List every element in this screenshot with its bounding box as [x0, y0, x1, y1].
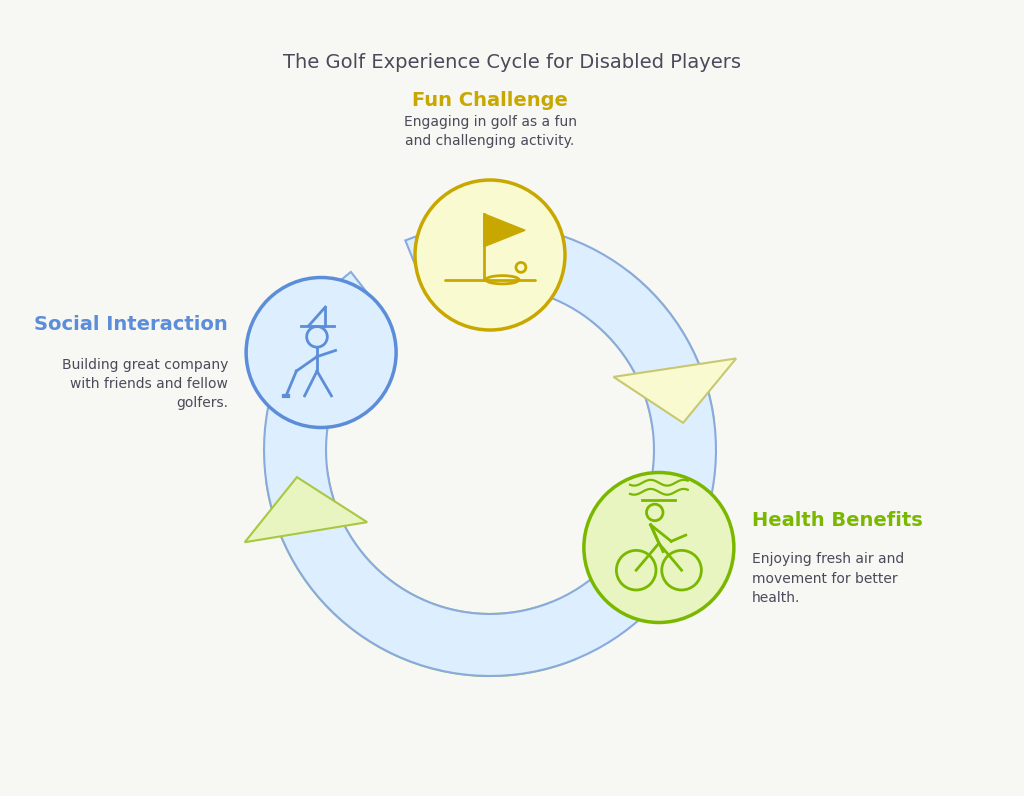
Text: Social Interaction: Social Interaction	[35, 315, 228, 334]
Circle shape	[246, 278, 396, 427]
Text: Fun Challenge: Fun Challenge	[412, 91, 568, 110]
Polygon shape	[483, 214, 525, 247]
Circle shape	[415, 180, 565, 330]
Text: The Golf Experience Cycle for Disabled Players: The Golf Experience Cycle for Disabled P…	[283, 53, 741, 72]
Polygon shape	[287, 288, 371, 380]
Text: Health Benefits: Health Benefits	[752, 510, 923, 529]
Polygon shape	[613, 358, 736, 423]
Polygon shape	[264, 224, 716, 676]
Text: Building great company
with friends and fellow
golfers.: Building great company with friends and …	[61, 357, 228, 411]
Text: Enjoying fresh air and
movement for better
health.: Enjoying fresh air and movement for bett…	[752, 552, 904, 606]
Polygon shape	[266, 473, 574, 676]
Circle shape	[584, 473, 734, 622]
Polygon shape	[591, 272, 714, 427]
Text: Engaging in golf as a fun
and challenging activity.: Engaging in golf as a fun and challengin…	[403, 115, 577, 149]
Polygon shape	[245, 477, 368, 542]
